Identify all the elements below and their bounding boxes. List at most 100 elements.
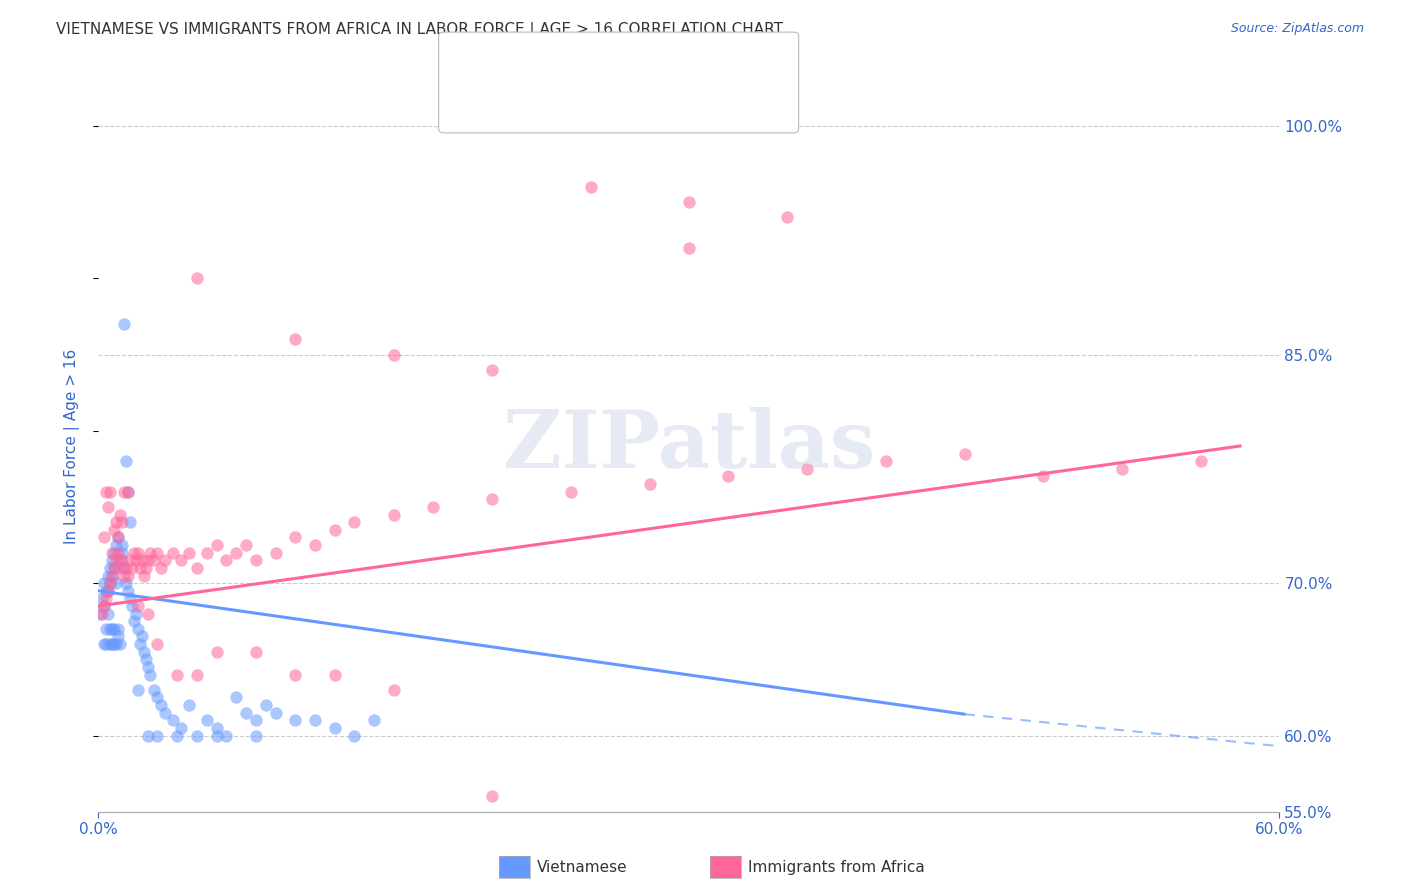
Point — [953, 447, 976, 461]
Point — [162, 714, 184, 728]
Point — [205, 729, 228, 743]
Point — [97, 500, 120, 514]
Point — [101, 568, 124, 582]
Point — [103, 523, 125, 537]
Point — [105, 637, 128, 651]
Point — [254, 698, 277, 712]
Point — [117, 484, 139, 499]
Point — [107, 531, 129, 545]
Point — [205, 645, 228, 659]
Point — [796, 462, 818, 476]
Point — [177, 546, 200, 560]
Point — [717, 469, 740, 483]
Point — [111, 553, 134, 567]
Point — [150, 561, 173, 575]
Point — [382, 682, 405, 697]
Point — [115, 576, 138, 591]
Point — [96, 637, 118, 651]
Point — [177, 698, 200, 712]
Point — [146, 729, 169, 743]
Point — [205, 538, 228, 552]
Point — [146, 546, 169, 560]
Point — [225, 546, 247, 560]
Point — [105, 515, 128, 529]
Point — [96, 622, 118, 636]
Point — [117, 583, 139, 598]
Point — [91, 607, 114, 621]
Point — [150, 698, 173, 712]
Point — [112, 568, 135, 582]
Point — [343, 729, 366, 743]
Point — [122, 546, 145, 560]
Point — [205, 721, 228, 735]
Point — [678, 241, 700, 255]
Point — [93, 637, 115, 651]
Point — [422, 500, 444, 514]
Point — [166, 667, 188, 681]
Point — [245, 729, 267, 743]
Point — [107, 531, 129, 545]
Point — [98, 622, 121, 636]
Point — [103, 637, 125, 651]
Point — [136, 553, 159, 567]
Point — [98, 576, 121, 591]
Point — [105, 538, 128, 552]
Point — [127, 546, 149, 560]
Point — [245, 553, 267, 567]
Point — [105, 553, 128, 567]
Point — [111, 538, 134, 552]
Point — [111, 546, 134, 560]
Point — [93, 576, 115, 591]
Point — [105, 576, 128, 591]
Point — [323, 721, 346, 735]
Point — [127, 682, 149, 697]
Point — [146, 690, 169, 705]
Point — [103, 561, 125, 575]
Point — [215, 553, 238, 567]
Point — [284, 667, 307, 681]
Point — [560, 484, 582, 499]
Point — [776, 211, 799, 225]
Point — [96, 583, 118, 598]
Point — [93, 599, 115, 613]
Point — [363, 714, 385, 728]
Text: R =  0.231   N = 88: R = 0.231 N = 88 — [491, 94, 664, 109]
Point — [108, 561, 131, 575]
Point — [97, 583, 120, 598]
Point — [101, 568, 124, 582]
Point — [103, 546, 125, 560]
Text: ZIPatlas: ZIPatlas — [503, 407, 875, 485]
Point — [107, 630, 129, 644]
Point — [97, 568, 120, 582]
Point — [170, 553, 193, 567]
Point — [101, 622, 124, 636]
Point — [1111, 462, 1133, 476]
Point — [215, 729, 238, 743]
Point — [108, 637, 131, 651]
Point — [186, 271, 208, 285]
Point — [343, 515, 366, 529]
Point — [245, 714, 267, 728]
Point — [284, 714, 307, 728]
Point — [89, 607, 111, 621]
Point — [103, 622, 125, 636]
Point — [131, 553, 153, 567]
Point — [121, 599, 143, 613]
Point — [121, 561, 143, 575]
Point — [138, 546, 160, 560]
Point — [1189, 454, 1212, 468]
Text: R = -0.280   N = 78: R = -0.280 N = 78 — [491, 51, 664, 66]
Point — [93, 531, 115, 545]
Point — [112, 484, 135, 499]
Point — [118, 515, 141, 529]
Point — [162, 546, 184, 560]
Point — [579, 820, 602, 834]
Point — [235, 538, 257, 552]
Point — [131, 630, 153, 644]
Point — [98, 484, 121, 499]
Point — [1032, 469, 1054, 483]
Point — [112, 561, 135, 575]
Point — [125, 553, 148, 567]
Point — [118, 591, 141, 606]
Point — [118, 553, 141, 567]
